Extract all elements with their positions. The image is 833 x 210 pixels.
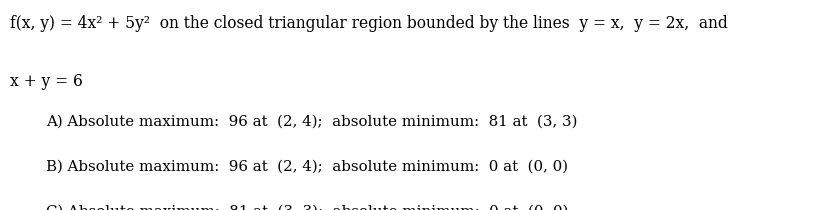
Text: C) Absolute maximum:  81 at  (3, 3);  absolute minimum:  0 at  (0, 0): C) Absolute maximum: 81 at (3, 3); absol…	[46, 205, 568, 210]
Text: x + y = 6: x + y = 6	[10, 74, 82, 91]
Text: A) Absolute maximum:  96 at  (2, 4);  absolute minimum:  81 at  (3, 3): A) Absolute maximum: 96 at (2, 4); absol…	[46, 114, 577, 129]
Text: B) Absolute maximum:  96 at  (2, 4);  absolute minimum:  0 at  (0, 0): B) Absolute maximum: 96 at (2, 4); absol…	[46, 160, 568, 174]
Text: f(x, y) = 4x² + 5y²  on the closed triangular region bounded by the lines  y = x: f(x, y) = 4x² + 5y² on the closed triang…	[10, 15, 728, 32]
